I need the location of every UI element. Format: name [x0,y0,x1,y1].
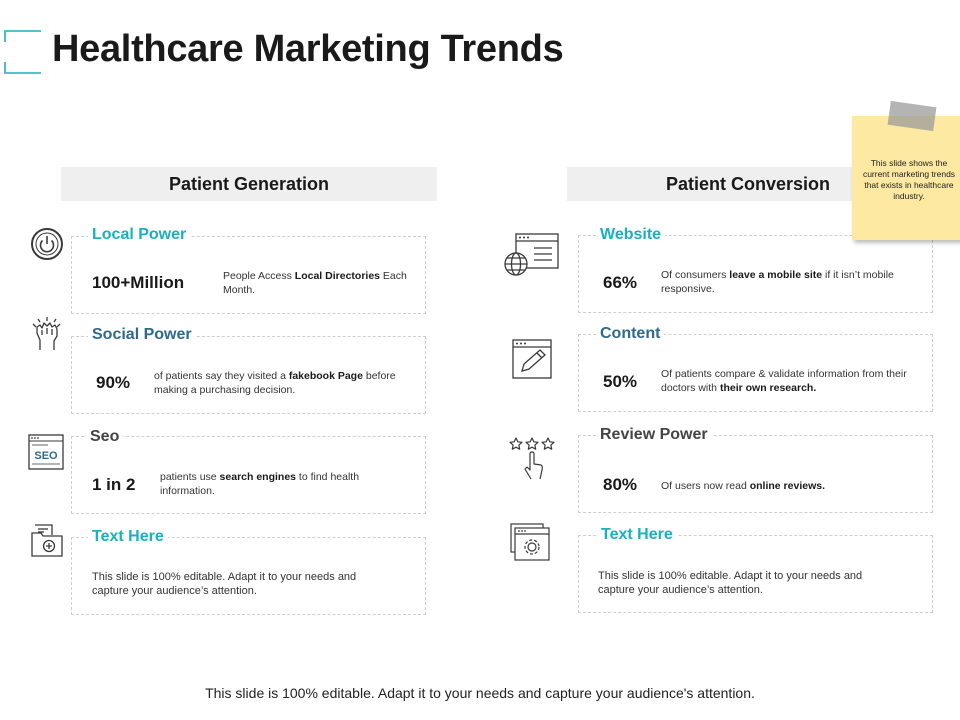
social-power-desc: of patients say they visited a fakebook … [154,370,396,396]
text-here-left-title: Text Here [88,528,168,546]
website-card [578,235,933,313]
content-edit-icon [512,339,552,379]
local-power-title: Local Power [88,226,191,244]
sticky-note: This slide shows the current marketing t… [852,116,960,240]
sticky-note-text: This slide shows the current marketing t… [862,158,956,201]
seo-title: Seo [86,428,124,446]
content-stat: 50% [603,372,638,391]
website-stat: 66% [603,273,638,292]
content-desc: Of patients compare & validate informati… [661,368,907,394]
text-here-left-card [71,537,426,615]
review-power-card [578,435,933,513]
website-desc: Of consumers leave a mobile site if it i… [661,269,894,295]
seo-desc: patients use search engines to find heal… [160,471,360,497]
footer-note: This slide is 100% editable. Adapt it to… [205,685,755,701]
text-here-left-desc: This slide is 100% editable. Adapt it to… [92,571,357,597]
seo-browser-icon: SEO [28,434,64,470]
raised-fist-icon [32,317,61,350]
power-icon [31,228,63,260]
review-power-title: Review Power [596,426,712,444]
review-power-stat: 80% [603,475,638,494]
social-power-title: Social Power [88,326,196,344]
content-card [578,334,933,412]
review-power-desc: Of users now read online reviews. [661,480,825,492]
patient-generation-header: Patient Generation [61,167,437,201]
content-title: Content [596,325,665,343]
local-power-card [71,236,426,314]
svg-text:SEO: SEO [34,450,58,462]
page-title: Healthcare Marketing Trends [52,28,564,70]
text-here-right-title: Text Here [597,526,677,544]
corner-bracket-decoration [4,30,41,74]
star-rating-icon [509,437,555,480]
local-power-desc: People Access Local Directories Each Mon… [223,270,407,296]
website-title: Website [596,226,666,244]
seo-card [71,436,426,514]
text-here-right-desc: This slide is 100% editable. Adapt it to… [598,570,863,596]
social-power-stat: 90% [96,373,131,392]
seo-stat: 1 in 2 [92,475,136,494]
medical-folder-icon [31,524,63,557]
website-globe-icon [504,233,559,276]
text-here-right-card [578,535,933,613]
local-power-stat: 100+Million [92,273,185,292]
settings-window-icon [510,523,550,561]
social-power-card [71,336,426,414]
